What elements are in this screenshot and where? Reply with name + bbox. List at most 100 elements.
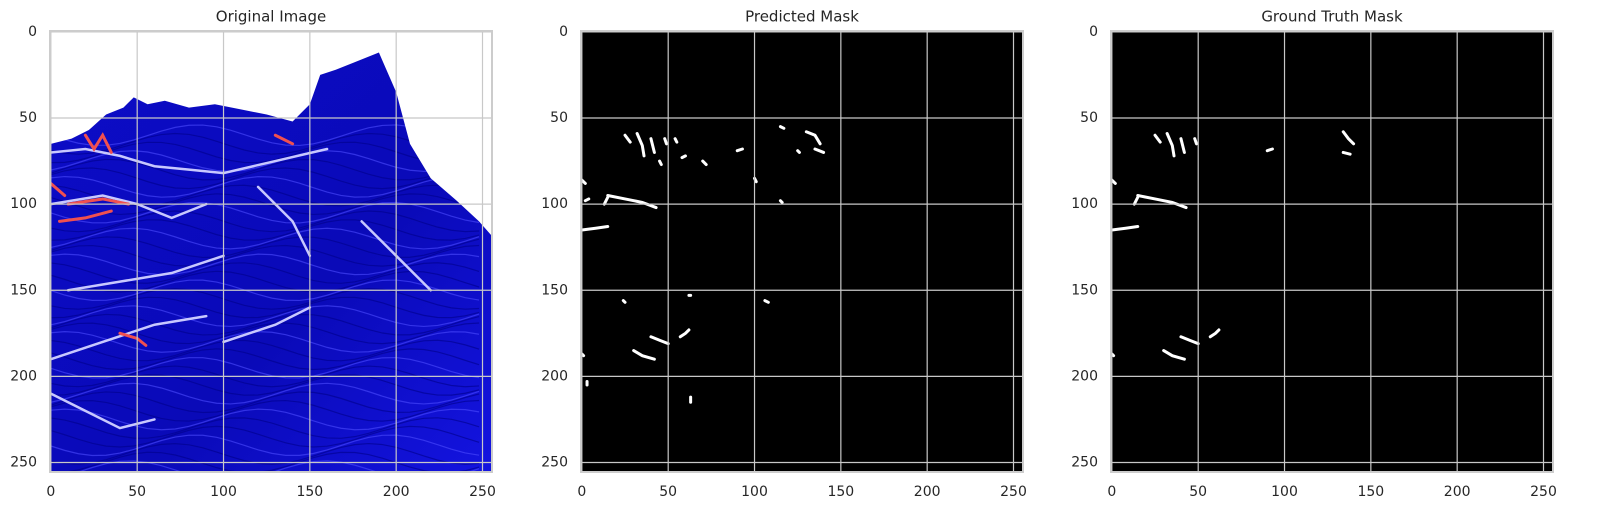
mask-stroke [804,130,822,146]
image-streak [66,197,131,206]
mask-stroke [678,328,691,339]
y-tick-label: 250 [1071,455,1098,471]
image-swirl [50,141,480,164]
panel-title: Ground Truth Mask [1261,8,1403,26]
y-tick-label: 250 [10,455,37,471]
x-tick-label: 250 [469,484,496,500]
image-swirl [50,322,480,345]
y-tick-label: 200 [1071,368,1098,384]
y-tick-label: 100 [541,196,568,212]
axes-frame [49,30,493,473]
x-tick-label: 0 [46,484,55,500]
mask-stroke [1153,133,1162,144]
x-tick-label: 0 [1107,484,1116,500]
mask-stroke [1341,130,1356,146]
y-tick-label: 50 [1080,110,1098,126]
image-swirl [50,296,480,319]
mask-stroke [663,137,668,146]
y-tick-label: 100 [1071,196,1098,212]
mask-stroke [1208,328,1221,339]
image-swirl [50,331,480,353]
axes-frame [1110,30,1554,473]
mask-stroke [580,225,610,232]
mask-stroke [796,149,801,154]
image-panel [1110,31,1553,472]
y-tick-label: 0 [28,24,37,40]
x-tick-label: 50 [1189,484,1207,500]
mask-stroke [1341,150,1352,156]
y-tick-label: 150 [1071,282,1098,298]
image-swirl [50,408,480,431]
x-tick-label: 200 [914,484,941,500]
mask-stroke [1162,349,1186,361]
mask-stroke [701,159,708,167]
image-streak [50,314,208,361]
image-swirl [50,425,480,448]
image-panel [50,31,492,472]
image-streak [256,185,312,258]
mask-stroke [673,137,679,144]
y-tick-label: 150 [541,282,568,298]
x-tick-label: 100 [1271,484,1298,500]
panel-title: Original Image [216,8,326,26]
image-swirl [50,382,480,405]
y-tick-label: 200 [10,368,37,384]
image-swirl [50,356,480,379]
image-streak [273,133,295,146]
image-streak [57,209,113,223]
y-tick-label: 100 [10,196,37,212]
image-swirl [50,391,480,414]
x-tick-label: 150 [827,484,854,500]
mask-stroke [649,137,656,154]
x-tick-label: 100 [741,484,768,500]
image-swirl [50,167,480,190]
mask-stroke [1165,131,1176,158]
mask-stroke [1136,194,1188,210]
image-swirl [50,374,480,396]
image-swirl [50,417,480,439]
mask-stroke [621,299,627,304]
image-swirl [50,244,480,267]
image-swirl [50,132,480,155]
image-streak [222,306,312,344]
image-swirl [50,339,480,362]
x-tick-label: 150 [296,484,323,500]
mask-stroke [649,335,670,346]
mask-stroke [813,147,826,154]
mask-stroke [606,194,658,210]
image-background [581,31,1023,472]
image-background [1111,31,1553,472]
image-swirl [50,305,480,328]
mask-stroke [623,133,632,144]
image-swirl [50,270,480,293]
mask-stroke [778,125,786,130]
panel-title: Predicted Mask [745,8,859,26]
image-swirl [50,313,480,336]
image-swirl [50,442,480,465]
image-swirl [50,399,480,422]
image-swirl [50,287,480,310]
y-tick-label: 50 [550,110,568,126]
image-swirl [50,434,480,457]
x-tick-label: 250 [1530,484,1557,500]
y-tick-label: 50 [19,110,37,126]
x-tick-label: 50 [659,484,677,500]
mask-stroke [1193,137,1198,146]
mask-stroke [583,197,591,203]
x-tick-label: 250 [1000,484,1027,500]
image-swirl [50,158,480,181]
mask-stroke [680,154,687,160]
mask-stroke [735,147,744,153]
image-swirl [50,219,480,241]
mask-stroke [602,195,610,206]
x-tick-label: 150 [1357,484,1384,500]
image-land [50,31,492,236]
image-swirl [50,348,480,371]
image-streak [50,181,67,198]
image-swirl [50,175,480,198]
image-streak [83,132,113,154]
mask-stroke [658,159,663,167]
mask-stroke [763,299,770,304]
y-tick-label: 200 [541,368,568,384]
image-swirl [50,150,480,172]
